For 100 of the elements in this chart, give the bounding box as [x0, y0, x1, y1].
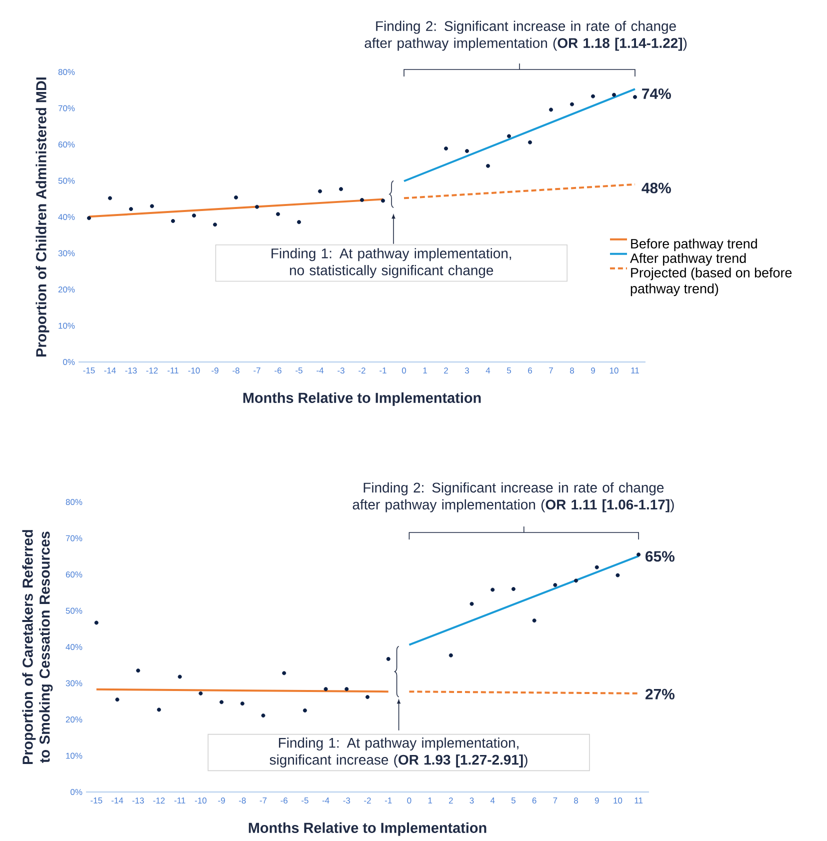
x-tick-label: -6	[274, 368, 282, 374]
x-tick-label: -1	[384, 798, 392, 804]
point	[594, 565, 599, 570]
x-tick-label: -8	[239, 798, 246, 804]
point	[381, 198, 385, 203]
point	[302, 708, 307, 712]
point	[129, 207, 133, 212]
x-tick-label: 8	[574, 798, 578, 804]
legend-label: Before pathway trend	[631, 238, 757, 252]
annotation: Finding 2: Significant increase in rate of change after pathway implementation (OR 1.11 [1.06-1.17])	[352, 482, 674, 512]
x-tick-label: 5	[506, 368, 512, 374]
x-tick-label: -4	[322, 798, 330, 804]
y-tick-label: 10%	[58, 322, 75, 329]
y-axis-title: Proportion of Children Administered MDI	[36, 78, 50, 356]
y-tick-label: 20%	[66, 716, 82, 723]
x-tick-label: 5	[511, 798, 516, 804]
x-tick-label: 10	[610, 368, 618, 374]
y-tick-label: 30%	[66, 680, 82, 686]
point	[240, 702, 244, 706]
x-tick-label: 7	[549, 368, 553, 374]
x-tick-label: -5	[296, 368, 302, 374]
point	[511, 587, 516, 592]
point	[633, 95, 637, 100]
y-tick-label: 0%	[63, 359, 75, 366]
x-tick-label: -12	[153, 798, 165, 804]
point	[234, 195, 238, 200]
x-tick-label: 9	[591, 368, 595, 374]
point	[115, 698, 120, 702]
y-tick-label: 60%	[58, 142, 75, 148]
point	[108, 196, 112, 200]
point	[324, 687, 328, 692]
annotation: 48%	[642, 182, 671, 194]
x-tick-label: 8	[570, 368, 574, 374]
point	[360, 198, 364, 202]
x-tick-label: 4	[486, 368, 490, 374]
y-tick-label: 40%	[58, 214, 75, 220]
x-tick-label: 4	[490, 798, 495, 804]
y-tick-label: 10%	[66, 752, 82, 759]
x-tick-label: -2	[364, 798, 371, 804]
x-tick-label: 6	[532, 798, 536, 804]
point	[386, 656, 390, 661]
annotation: 27%	[646, 688, 674, 700]
x-tick-label: 0	[402, 368, 406, 374]
point	[486, 164, 490, 168]
point	[136, 668, 140, 673]
x-tick-label: -1	[380, 368, 386, 374]
x-tick-label: -8	[232, 368, 240, 374]
point	[156, 708, 161, 712]
x-tick-label: -10	[188, 368, 200, 374]
x-tick-label: -14	[112, 798, 124, 804]
point	[616, 573, 620, 578]
point	[444, 146, 448, 151]
x-tick-label: 11	[631, 368, 639, 374]
point	[553, 583, 558, 588]
x-tick-label: 11	[634, 798, 643, 804]
point	[490, 588, 495, 592]
x-tick-label: -7	[260, 798, 267, 804]
x-tick-label: -2	[358, 368, 366, 374]
x-tick-label: 3	[470, 798, 474, 804]
point	[344, 687, 349, 692]
x-tick-label: -9	[212, 368, 218, 374]
x-tick-label: -7	[254, 368, 260, 374]
point	[220, 700, 224, 704]
y-tick-label: 20%	[58, 286, 75, 293]
x-tick-label: -4	[316, 368, 324, 374]
point	[282, 671, 286, 676]
annotation: Finding 1: At pathway implementation, significant increase (OR 1.93 [1.27-2.91])	[270, 738, 528, 768]
x-tick-label: -15	[90, 798, 102, 804]
point	[591, 94, 595, 98]
x-axis-title: Months Relative to Implementation	[248, 822, 486, 836]
y-tick-label: 70%	[58, 105, 75, 112]
y-tick-label: 70%	[66, 535, 82, 542]
x-tick-label: 6	[528, 368, 532, 374]
x-tick-label: 2	[448, 798, 453, 804]
point	[94, 620, 98, 625]
x-tick-label: -9	[218, 798, 225, 804]
x-tick-label: -10	[194, 798, 206, 804]
point	[198, 691, 203, 696]
y-tick-label: 80%	[66, 499, 82, 506]
x-tick-label: -13	[125, 368, 137, 374]
x-tick-label: -15	[83, 368, 95, 374]
annotation: 65%	[646, 551, 674, 562]
point	[171, 219, 175, 224]
point	[339, 187, 343, 192]
point	[192, 214, 196, 218]
y-tick-label: 30%	[58, 250, 75, 256]
point	[470, 602, 474, 606]
y-tick-label: 0%	[70, 789, 82, 796]
x-tick-label: -3	[343, 798, 350, 804]
x-axis-title: Months Relative to Implementation	[243, 392, 481, 406]
point	[261, 714, 266, 718]
point	[178, 674, 182, 679]
point	[528, 140, 532, 144]
x-tick-label: 1	[428, 798, 432, 804]
annotation: 74%	[642, 88, 671, 100]
x-tick-label: 3	[464, 368, 469, 374]
x-tick-label: -14	[104, 368, 116, 374]
x-tick-label: -11	[168, 368, 178, 374]
x-tick-label: -5	[302, 798, 308, 804]
x-tick-label: -3	[338, 368, 344, 374]
